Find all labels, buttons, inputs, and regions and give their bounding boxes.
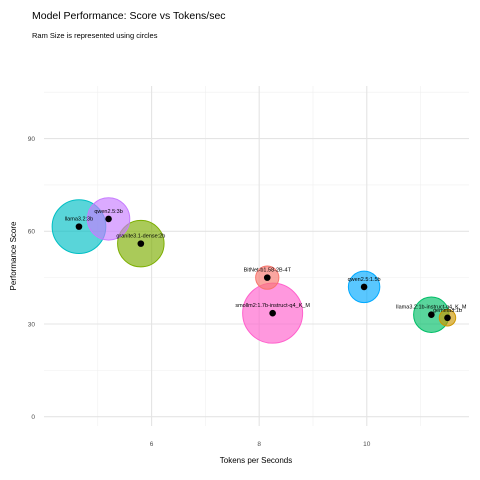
- point-center-dot: [75, 223, 83, 230]
- point-label: qwen2.5:1.5b: [348, 277, 381, 283]
- y-tick-label: 0: [31, 414, 35, 421]
- y-tick-label: 90: [28, 136, 36, 143]
- y-tick-label: 30: [28, 321, 36, 328]
- x-tick-label: 8: [257, 441, 261, 448]
- point-center-dot: [428, 311, 435, 319]
- x-tick-label: 6: [150, 441, 154, 448]
- chart-subtitle: Ram Size is represented using circles: [32, 31, 158, 40]
- point-label: BitNet-b1.58-2B-4T: [244, 268, 292, 274]
- chart-title: Model Performance: Score vs Tokens/sec: [32, 10, 226, 22]
- point-label: qwen2.5:3b: [94, 209, 122, 215]
- point-label: llama3.2:1b-instruct-q4_K_M: [396, 305, 467, 311]
- point-center-dot: [444, 314, 451, 322]
- point-center-dot: [263, 274, 271, 281]
- plot-panel: [44, 86, 469, 426]
- point-center-dot: [137, 240, 145, 247]
- point-center-dot: [269, 309, 276, 317]
- x-tick-label: 10: [363, 441, 371, 448]
- point-center-dot: [105, 215, 112, 223]
- point-label: llama3.2:3b: [65, 217, 93, 223]
- y-tick-label: 60: [28, 229, 36, 236]
- x-axis-title: Tokens per Seconds: [220, 456, 293, 465]
- point-label: granite3.1-dense:2b: [116, 234, 165, 240]
- y-axis-title: Performance Score: [9, 221, 18, 290]
- grid-lines: [44, 86, 469, 426]
- point-label: gemma3:1b: [433, 308, 462, 314]
- tick-labels: 6 8 10 0 30 60 90: [28, 136, 371, 448]
- point-label: smollm2:1.7b-instruct-q4_K_M: [235, 303, 310, 309]
- center-dots: [75, 215, 451, 322]
- bubbles: [51, 197, 457, 344]
- point-center-dot: [360, 283, 368, 291]
